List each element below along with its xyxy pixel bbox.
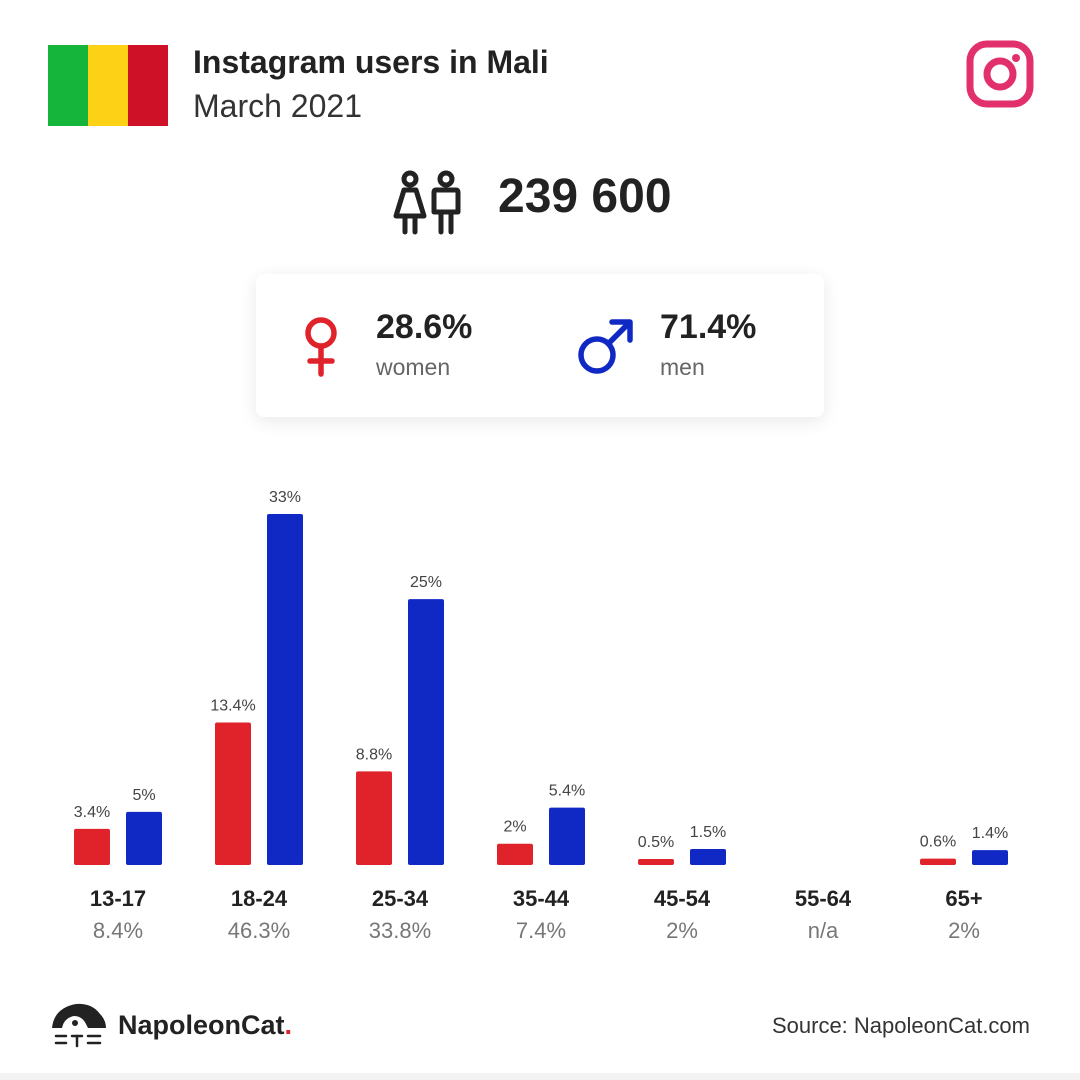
bar-label-women-25-34: 8.8% [356,746,392,763]
bar-women-45-54 [638,859,674,865]
napoleoncat-logo-icon [52,1003,106,1048]
men-percentage: 71.4% [660,308,757,346]
bar-women-18-24 [215,722,251,865]
category-label-45-54: 45-54 [654,886,711,911]
bar-men-13-17 [126,811,162,865]
brand-name: NapoleonCat. [118,1010,292,1041]
instagram-icon [966,40,1034,108]
people-icon [393,170,461,235]
women-percentage: 28.6% [376,308,473,346]
age-gender-bar-chart: 3.4% 5% 13-17 8.4% 13.4% 33% 18-24 46.3% 8.8% 25%… [74,489,1008,943]
bar-label-women-13-17: 3.4% [74,804,110,821]
category-label-13-17: 13-17 [90,886,146,911]
bar-label-women-35-44: 2% [503,819,526,836]
bar-women-65+ [920,858,956,865]
category-total-45-54: 2% [666,918,698,943]
brand-text: NapoleonCat [118,1010,285,1040]
bar-women-35-44 [497,843,533,865]
men-label: men [660,354,705,380]
country-flag [48,45,168,126]
category-total-25-34: 33.8% [369,918,431,943]
bar-men-25-34 [408,599,444,865]
female-symbol-icon [305,317,337,377]
category-label-65+: 65+ [945,886,982,911]
category-label-35-44: 35-44 [513,886,570,911]
category-total-13-17: 8.4% [93,918,143,943]
bottom-strip [0,1073,1080,1080]
bar-men-18-24 [267,514,303,865]
bar-label-men-35-44: 5.4% [549,783,585,800]
page-subtitle: March 2021 [193,88,362,124]
bar-label-men-25-34: 25% [410,574,442,591]
bar-label-men-18-24: 33% [269,489,301,506]
category-label-55-64: 55-64 [795,886,852,911]
category-total-35-44: 7.4% [516,918,566,943]
bar-women-13-17 [74,828,110,865]
category-label-18-24: 18-24 [231,886,288,911]
bar-label-men-65+: 1.4% [972,825,1008,842]
bar-label-men-45-54: 1.5% [690,824,726,841]
category-total-18-24: 46.3% [228,918,290,943]
category-total-65+: 2% [948,918,980,943]
bar-label-women-18-24: 13.4% [210,697,255,714]
page-title: Instagram users in Mali [193,44,549,80]
bar-women-25-34 [356,771,392,865]
bar-label-women-45-54: 0.5% [638,834,674,851]
male-symbol-icon [578,319,633,374]
bar-men-35-44 [549,807,585,865]
source-credit: Source: NapoleonCat.com [771,1013,1030,1038]
bar-men-45-54 [690,849,726,865]
women-label: women [376,354,451,380]
category-label-25-34: 25-34 [372,886,429,911]
bar-label-men-13-17: 5% [132,787,155,804]
total-users-value: 239 600 [498,170,672,223]
category-total-55-64: n/a [808,918,839,943]
brand-dot: . [284,1010,293,1040]
gender-split-card: 28.6% women 71.4% men [256,274,824,417]
flag-stripe-red [128,45,168,126]
flag-stripe-yellow [88,45,128,126]
flag-stripe-green [48,45,88,126]
bar-men-65+ [972,850,1008,865]
bar-label-women-65+: 0.6% [920,834,956,851]
